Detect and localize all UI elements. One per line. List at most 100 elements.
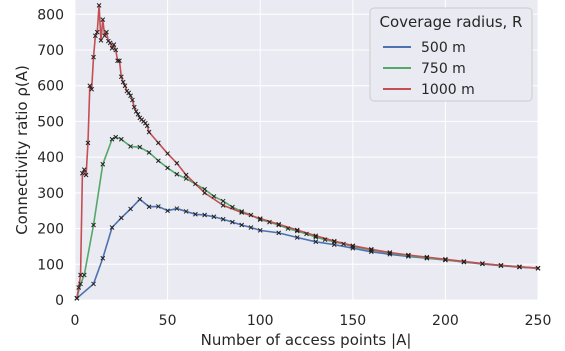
data-point-marker bbox=[183, 209, 189, 214]
data-point-marker bbox=[174, 160, 180, 166]
legend-label: 500 m bbox=[421, 40, 466, 56]
x-tick-label: 50 bbox=[159, 313, 177, 329]
data-point-marker bbox=[239, 222, 245, 228]
data-point-marker bbox=[443, 257, 448, 263]
data-point-marker bbox=[91, 281, 96, 287]
data-point-marker bbox=[230, 204, 235, 210]
data-point-marker bbox=[104, 29, 109, 35]
data-point-marker bbox=[211, 194, 217, 199]
data-point-marker bbox=[91, 222, 96, 228]
data-point-marker bbox=[368, 246, 374, 252]
data-point-marker bbox=[239, 210, 245, 215]
data-point-marker bbox=[193, 211, 198, 217]
x-tick-label: 200 bbox=[432, 313, 459, 329]
data-point-marker bbox=[83, 172, 89, 178]
legend-items: 500 m 750 m 1000 m bbox=[383, 40, 475, 98]
data-point-marker bbox=[267, 219, 272, 225]
x-axis-label: Number of access points |A| bbox=[201, 331, 412, 349]
grid-lines bbox=[74, 0, 539, 301]
data-point-marker bbox=[341, 241, 346, 247]
x-tick-label: 150 bbox=[339, 313, 366, 329]
data-point-marker bbox=[144, 123, 150, 129]
data-point-marker bbox=[165, 208, 170, 214]
x-tick-label: 100 bbox=[247, 313, 274, 329]
data-point-marker bbox=[276, 222, 282, 228]
legend-label: 1000 m bbox=[421, 82, 475, 98]
data-point-marker bbox=[131, 104, 137, 110]
data-point-marker bbox=[155, 204, 161, 209]
data-point-marker bbox=[174, 206, 180, 211]
data-point-marker bbox=[133, 109, 139, 114]
data-point-marker bbox=[424, 254, 430, 260]
data-point-marker bbox=[406, 252, 411, 258]
data-point-marker bbox=[107, 40, 113, 46]
data-point-marker bbox=[443, 256, 448, 262]
data-point-marker bbox=[120, 79, 126, 85]
data-point-marker bbox=[202, 186, 207, 192]
y-tick-label: 700 bbox=[37, 43, 64, 59]
data-point-marker bbox=[109, 45, 115, 51]
data-point-marker bbox=[146, 150, 152, 155]
data-point-marker bbox=[87, 83, 93, 89]
data-point-marker bbox=[165, 165, 170, 171]
data-point-marker bbox=[248, 225, 254, 230]
data-point-marker bbox=[128, 206, 133, 212]
data-point-marker bbox=[239, 209, 245, 214]
data-point-marker bbox=[78, 281, 83, 287]
data-point-marker bbox=[220, 216, 226, 222]
data-point-marker bbox=[294, 228, 300, 234]
data-point-marker bbox=[211, 214, 217, 220]
legend-title: Coverage radius, R bbox=[380, 13, 523, 31]
data-point-marker bbox=[294, 227, 300, 233]
data-point-marker bbox=[368, 247, 374, 253]
y-axis-label: Connectivity ratio ρ(A) bbox=[13, 65, 31, 235]
data-point-marker bbox=[93, 33, 98, 39]
data-point-marker bbox=[115, 58, 120, 64]
data-point-marker bbox=[91, 54, 96, 60]
data-point-marker bbox=[387, 251, 393, 257]
data-point-marker bbox=[220, 203, 226, 208]
data-point-marker bbox=[193, 181, 198, 187]
data-point-marker bbox=[118, 74, 124, 80]
y-tick-label: 0 bbox=[55, 293, 64, 309]
data-point-marker bbox=[313, 234, 319, 240]
data-point-marker bbox=[100, 17, 106, 22]
data-point-marker bbox=[118, 136, 124, 142]
data-point-marker bbox=[276, 230, 282, 236]
data-point-marker bbox=[146, 129, 152, 135]
data-point-marker bbox=[294, 235, 300, 240]
data-point-marker bbox=[350, 244, 356, 249]
y-tick-label: 800 bbox=[37, 7, 64, 23]
data-point-marker bbox=[135, 111, 141, 117]
data-point-marker bbox=[285, 226, 291, 231]
data-point-marker bbox=[304, 231, 309, 237]
data-point-marker bbox=[113, 134, 119, 140]
data-point-marker bbox=[94, 29, 100, 35]
data-point-marker bbox=[137, 144, 143, 150]
data-point-marker bbox=[202, 190, 207, 196]
data-point-marker bbox=[331, 239, 337, 245]
y-tick-label: 600 bbox=[37, 79, 64, 95]
data-point-marker bbox=[126, 90, 132, 96]
data-point-marker bbox=[313, 233, 319, 239]
data-point-marker bbox=[89, 86, 95, 92]
data-point-marker bbox=[109, 136, 115, 142]
data-point-marker bbox=[498, 263, 504, 268]
data-point-marker bbox=[155, 140, 161, 146]
data-point-marker bbox=[350, 243, 356, 249]
data-point-marker bbox=[313, 239, 319, 245]
y-tick-label: 500 bbox=[37, 114, 64, 130]
data-point-marker bbox=[183, 176, 189, 181]
y-tick-label: 400 bbox=[37, 150, 64, 166]
x-tick-label: 0 bbox=[71, 313, 80, 329]
data-point-marker bbox=[517, 264, 522, 270]
data-point-marker bbox=[74, 295, 80, 301]
data-point-marker bbox=[117, 58, 122, 64]
data-point-marker bbox=[85, 140, 91, 146]
data-point-marker bbox=[130, 97, 135, 103]
data-point-marker bbox=[248, 212, 254, 218]
data-point-marker bbox=[128, 144, 133, 149]
y-tick-label: 300 bbox=[37, 186, 64, 202]
data-markers bbox=[74, 3, 541, 301]
